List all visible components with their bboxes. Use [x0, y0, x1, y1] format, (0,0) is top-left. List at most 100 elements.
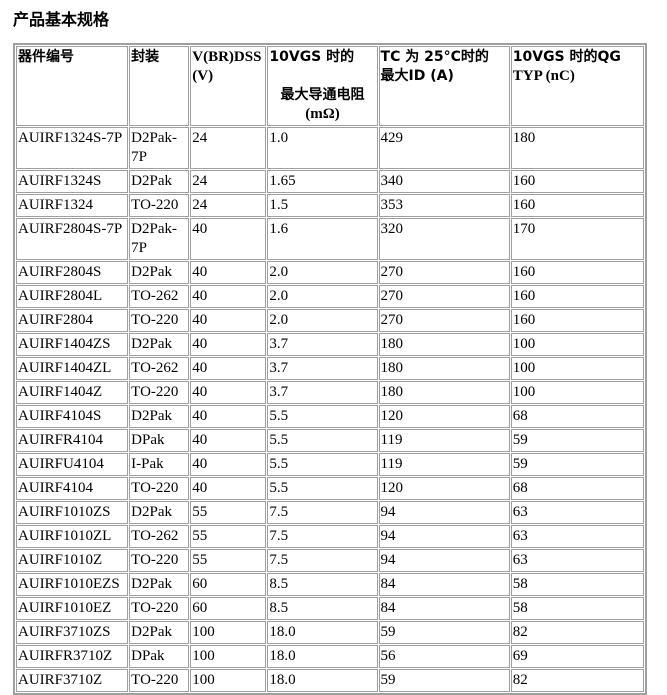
- cell-package: D2Pak-7P: [129, 127, 190, 169]
- cell-rdson: 2.0: [267, 309, 378, 332]
- table-row: AUIRF2804L TO-262 40 2.0 270 160: [16, 285, 644, 308]
- cell-vbrdss: 40: [190, 405, 267, 428]
- cell-vbrdss: 100: [190, 645, 267, 668]
- cell-id-max: 353: [378, 194, 510, 217]
- header-row: 器件编号 封装 V(BR)DSS (V) 10VGS 时的 最大导通电阻 (mΩ) T…: [16, 46, 644, 126]
- cell-rdson: 2.0: [267, 261, 378, 284]
- cell-part-number: AUIRF1010Z: [16, 549, 129, 572]
- cell-rdson: 5.5: [267, 477, 378, 500]
- cell-id-max: 119: [378, 453, 510, 476]
- cell-vbrdss: 40: [190, 333, 267, 356]
- cell-vbrdss: 40: [190, 285, 267, 308]
- table-row: AUIRF4104 TO-220 40 5.5 120 68: [16, 477, 644, 500]
- cell-vbrdss: 24: [190, 127, 267, 169]
- cell-part-number: AUIRF2804S: [16, 261, 129, 284]
- table-row: AUIRF1404Z TO-220 40 3.7 180 100: [16, 381, 644, 404]
- cell-vbrdss: 55: [190, 501, 267, 524]
- cell-qg-typ: 68: [510, 477, 644, 500]
- cell-vbrdss: 60: [190, 573, 267, 596]
- cell-package: TO-220: [129, 597, 190, 620]
- cell-id-max: 180: [378, 333, 510, 356]
- cell-package: TO-262: [129, 357, 190, 380]
- cell-package: TO-220: [129, 381, 190, 404]
- table-row: AUIRF1010Z TO-220 55 7.5 94 63: [16, 549, 644, 572]
- table-row: AUIRF1404ZL TO-262 40 3.7 180 100: [16, 357, 644, 380]
- table-row: AUIRFU4104 I-Pak 40 5.5 119 59: [16, 453, 644, 476]
- cell-rdson: 18.0: [267, 621, 378, 644]
- cell-id-max: 270: [378, 309, 510, 332]
- cell-part-number: AUIRF1324S-7P: [16, 127, 129, 169]
- spec-table: 器件编号 封装 V(BR)DSS (V) 10VGS 时的 最大导通电阻 (mΩ) T…: [13, 43, 647, 695]
- table-row: AUIRF1010ZS D2Pak 55 7.5 94 63: [16, 501, 644, 524]
- cell-part-number: AUIRFU4104: [16, 453, 129, 476]
- cell-qg-typ: 160: [510, 194, 644, 217]
- cell-rdson: 3.7: [267, 357, 378, 380]
- cell-id-max: 94: [378, 501, 510, 524]
- cell-vbrdss: 55: [190, 525, 267, 548]
- cell-package: DPak: [129, 645, 190, 668]
- cell-id-max: 84: [378, 597, 510, 620]
- cell-package: D2Pak-7P: [129, 218, 190, 260]
- cell-rdson: 1.5: [267, 194, 378, 217]
- cell-rdson: 1.0: [267, 127, 378, 169]
- table-row: AUIRF3710ZS D2Pak 100 18.0 59 82: [16, 621, 644, 644]
- cell-qg-typ: 63: [510, 501, 644, 524]
- cell-package: I-Pak: [129, 453, 190, 476]
- cell-part-number: AUIRF1010ZL: [16, 525, 129, 548]
- cell-part-number: AUIRF1324S: [16, 170, 129, 193]
- cell-package: D2Pak: [129, 621, 190, 644]
- cell-rdson: 7.5: [267, 549, 378, 572]
- cell-qg-typ: 69: [510, 645, 644, 668]
- cell-id-max: 59: [378, 621, 510, 644]
- table-row: AUIRF1324 TO-220 24 1.5 353 160: [16, 194, 644, 217]
- cell-id-max: 429: [378, 127, 510, 169]
- table-row: AUIRF1324S D2Pak 24 1.65 340 160: [16, 170, 644, 193]
- cell-part-number: AUIRF1010EZS: [16, 573, 129, 596]
- header-qg: 10VGS 时的QG TYP (nC): [510, 46, 644, 126]
- cell-vbrdss: 40: [190, 477, 267, 500]
- cell-qg-typ: 180: [510, 127, 644, 169]
- cell-qg-typ: 100: [510, 381, 644, 404]
- cell-rdson: 8.5: [267, 597, 378, 620]
- cell-vbrdss: 40: [190, 261, 267, 284]
- cell-package: D2Pak: [129, 501, 190, 524]
- cell-qg-typ: 63: [510, 549, 644, 572]
- cell-qg-typ: 170: [510, 218, 644, 260]
- cell-vbrdss: 100: [190, 621, 267, 644]
- cell-rdson: 5.5: [267, 453, 378, 476]
- cell-part-number: AUIRF4104S: [16, 405, 129, 428]
- cell-part-number: AUIRF1404ZS: [16, 333, 129, 356]
- cell-part-number: AUIRF1404ZL: [16, 357, 129, 380]
- cell-package: D2Pak: [129, 261, 190, 284]
- cell-part-number: AUIRF1404Z: [16, 381, 129, 404]
- cell-id-max: 120: [378, 477, 510, 500]
- cell-part-number: AUIRF2804L: [16, 285, 129, 308]
- cell-id-max: 120: [378, 405, 510, 428]
- table-row: AUIRF1010EZ TO-220 60 8.5 84 58: [16, 597, 644, 620]
- cell-qg-typ: 160: [510, 309, 644, 332]
- cell-package: D2Pak: [129, 573, 190, 596]
- cell-package: TO-262: [129, 525, 190, 548]
- cell-id-max: 94: [378, 549, 510, 572]
- header-id: TC 为 25°C时的 最大ID (A): [378, 46, 510, 126]
- cell-vbrdss: 40: [190, 429, 267, 452]
- cell-rdson: 2.0: [267, 285, 378, 308]
- cell-vbrdss: 40: [190, 218, 267, 260]
- table-row: AUIRF1404ZS D2Pak 40 3.7 180 100: [16, 333, 644, 356]
- cell-id-max: 270: [378, 261, 510, 284]
- cell-part-number: AUIRF1324: [16, 194, 129, 217]
- table-row: AUIRF2804S D2Pak 40 2.0 270 160: [16, 261, 644, 284]
- cell-part-number: AUIRFR3710Z: [16, 645, 129, 668]
- cell-part-number: AUIRFR4104: [16, 429, 129, 452]
- cell-id-max: 119: [378, 429, 510, 452]
- cell-package: D2Pak: [129, 405, 190, 428]
- cell-rdson: 18.0: [267, 645, 378, 668]
- cell-vbrdss: 40: [190, 453, 267, 476]
- cell-id-max: 180: [378, 357, 510, 380]
- cell-rdson: 8.5: [267, 573, 378, 596]
- cell-qg-typ: 63: [510, 525, 644, 548]
- cell-part-number: AUIRF1010EZ: [16, 597, 129, 620]
- table-row: AUIRF1010ZL TO-262 55 7.5 94 63: [16, 525, 644, 548]
- cell-part-number: AUIRF2804S-7P: [16, 218, 129, 260]
- cell-part-number: AUIRF4104: [16, 477, 129, 500]
